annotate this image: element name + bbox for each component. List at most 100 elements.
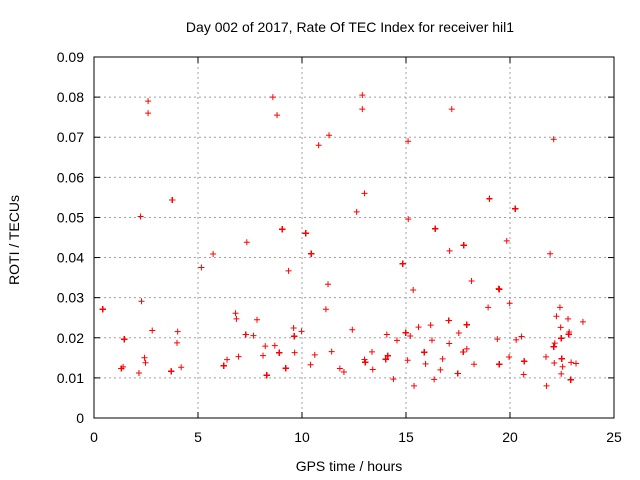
- data-point: [471, 361, 478, 368]
- data-point: [553, 313, 560, 320]
- data-point: [340, 369, 347, 376]
- x-tick-label: 20: [502, 429, 518, 445]
- x-tick-label: 0: [90, 429, 98, 445]
- plot-frame: [93, 56, 615, 419]
- data-point: [437, 366, 444, 373]
- chart-title: Day 002 of 2017, Rate Of TEC Index for r…: [186, 19, 514, 35]
- data-point: [399, 260, 406, 267]
- data-point: [368, 348, 375, 355]
- data-point: [557, 324, 564, 331]
- y-axis-label: ROTI / TECUs: [6, 195, 22, 285]
- grid-layer: [94, 57, 614, 418]
- data-point: [393, 337, 400, 344]
- data-point: [513, 336, 520, 343]
- data-point: [322, 306, 329, 313]
- data-point: [384, 352, 391, 359]
- data-point: [362, 359, 369, 366]
- y-tick-label: 0: [76, 410, 84, 426]
- data-point: [518, 333, 525, 340]
- data-point: [427, 322, 434, 329]
- data-point: [224, 356, 231, 363]
- x-tick-label: 10: [294, 429, 310, 445]
- data-point: [565, 315, 572, 322]
- data-point: [486, 195, 493, 202]
- data-point: [336, 365, 343, 372]
- y-tick-label: 0.03: [57, 290, 84, 306]
- data-point: [402, 329, 409, 336]
- data-point: [558, 355, 565, 362]
- x-tick-label: 15: [398, 429, 414, 445]
- data-point: [463, 321, 470, 328]
- data-point: [512, 205, 519, 212]
- data-point: [235, 353, 242, 360]
- data-point: [242, 331, 249, 338]
- data-point: [328, 348, 335, 355]
- data-point: [551, 340, 558, 347]
- data-point: [178, 364, 185, 371]
- data-point: [542, 353, 549, 360]
- data-point: [168, 368, 175, 375]
- data-point: [556, 304, 563, 311]
- data-point: [558, 370, 565, 377]
- data-point: [410, 287, 417, 293]
- data-point: [448, 106, 455, 113]
- data-point: [568, 359, 575, 366]
- data-point: [311, 351, 318, 358]
- data-point: [145, 98, 152, 105]
- ticks-layer: 0 0.01 0.02 0.03 0.04 0.05 0.06 0.07 0.08 0.09 0 5 1…: [57, 49, 622, 445]
- data-point: [460, 348, 467, 355]
- data-point: [422, 360, 429, 367]
- data-point: [290, 324, 297, 331]
- data-point: [550, 343, 557, 350]
- data-point: [405, 138, 412, 145]
- y-tick-label: 0.01: [57, 370, 84, 386]
- data-point: [276, 349, 283, 356]
- data-point: [446, 340, 453, 347]
- data-point: [520, 371, 527, 378]
- data-point: [543, 382, 550, 389]
- data-point: [405, 216, 412, 223]
- y-tick-label: 0.05: [57, 209, 84, 225]
- data-point: [404, 357, 411, 364]
- data-point: [439, 355, 446, 362]
- data-point: [308, 250, 315, 257]
- data-point: [262, 343, 269, 350]
- data-point: [503, 237, 510, 244]
- data-point: [285, 267, 292, 274]
- data-point: [250, 332, 257, 339]
- y-tick-label: 0.06: [57, 169, 84, 185]
- data-point: [454, 370, 461, 377]
- data-point: [359, 106, 366, 113]
- x-axis-label: GPS time / hours: [296, 458, 403, 474]
- data-point: [455, 330, 462, 337]
- data-point: [496, 361, 503, 368]
- data-point: [174, 339, 180, 346]
- data-point: [415, 324, 422, 331]
- data-point: [169, 197, 176, 204]
- data-point: [118, 365, 125, 372]
- data-point: [407, 333, 414, 340]
- data-point: [210, 250, 217, 257]
- data-point: [298, 328, 305, 335]
- data-point: [565, 331, 572, 338]
- data-point: [521, 358, 528, 365]
- x-tick-label: 25: [606, 429, 622, 445]
- data-point: [138, 298, 145, 305]
- data-point: [121, 336, 128, 343]
- data-point: [411, 382, 418, 389]
- data-point: [274, 112, 281, 119]
- data-point: [149, 327, 156, 334]
- y-tick-label: 0.02: [57, 330, 84, 346]
- y-tick-label: 0.08: [57, 89, 84, 105]
- data-point: [220, 362, 227, 369]
- data-point: [573, 360, 580, 367]
- data-point: [382, 356, 389, 363]
- data-point: [142, 359, 149, 366]
- data-point: [307, 361, 314, 368]
- data-point: [145, 110, 152, 117]
- data-point: [233, 315, 240, 322]
- data-point: [369, 366, 376, 373]
- data-point: [269, 94, 276, 101]
- data-point: [468, 277, 475, 284]
